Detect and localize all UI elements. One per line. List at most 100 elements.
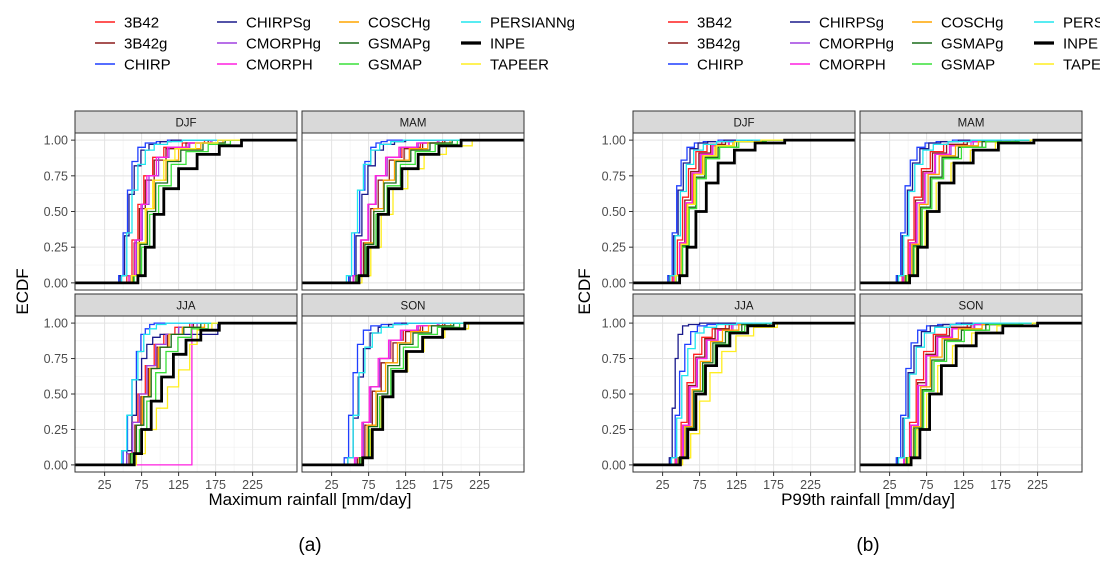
y-tick-label: 1.00 xyxy=(602,134,626,148)
series-line-inpe xyxy=(860,138,1082,285)
legend-item: CHIRPSg xyxy=(217,15,311,32)
x-tick-label: 25 xyxy=(883,478,897,492)
x-axis-title-b: P99th rainfall [mm/day] xyxy=(781,490,955,509)
y-tick-label: 0.75 xyxy=(44,352,68,366)
series-line-inpe xyxy=(633,321,855,467)
panel-mam: MAM xyxy=(301,110,525,291)
series-line-gsmapg xyxy=(633,322,855,466)
panel-mam: MAM xyxy=(859,110,1083,291)
legend-item: CMORPHg xyxy=(790,36,894,53)
series-line-gsmap xyxy=(302,322,524,466)
series-line-tapeer xyxy=(860,322,1082,466)
series-line-gsmapg xyxy=(302,139,524,284)
x-tick-label: 175 xyxy=(763,478,784,492)
legend-label: 3B42 xyxy=(124,15,159,32)
legend-label: TAPEER xyxy=(1063,57,1100,74)
y-tick-label: 1.00 xyxy=(44,134,68,148)
series-line-persianng xyxy=(75,322,297,466)
chart-a: 3B42 CHIRPSg COSCHg PERSIANNg 3B42g CMORPHg GS… xyxy=(13,15,575,557)
series-line-gsmap xyxy=(860,139,1082,284)
series-line-coschg xyxy=(860,139,1082,284)
y-tick-label: 0.00 xyxy=(602,276,626,290)
series-line-coschg xyxy=(633,322,855,466)
series-line-gsmap xyxy=(302,139,524,284)
legend-label: CMORPHg xyxy=(819,36,894,53)
x-tick-label: 125 xyxy=(726,478,747,492)
x-tick-label: 125 xyxy=(953,478,974,492)
series-line-persianng xyxy=(633,139,855,284)
series-line-tapeer xyxy=(75,139,297,284)
legend-item: COSCHg xyxy=(912,15,1004,32)
panel-strip-label: JJA xyxy=(734,301,754,313)
x-tick-label: 75 xyxy=(693,478,707,492)
caption-b: (b) xyxy=(856,535,879,556)
x-tick-label: 125 xyxy=(168,478,189,492)
series-line-inpe xyxy=(75,321,297,467)
y-tick-label: 0.25 xyxy=(602,241,626,255)
legend-item: CMORPHg xyxy=(217,36,321,53)
series-line-chirp xyxy=(75,139,297,284)
y-tick-label: 0.75 xyxy=(44,169,68,183)
legend-label: GSMAP xyxy=(368,57,422,74)
y-tick-label: 1.00 xyxy=(602,317,626,331)
y-tick-label: 0.50 xyxy=(602,205,626,219)
panel-djf: DJF 0.00 0.25 0.50 0.75 1.00 xyxy=(44,110,298,291)
legend-label: CHIRPSg xyxy=(819,15,884,32)
legend-item: INPE xyxy=(1034,36,1098,53)
panel-strip-label: MAM xyxy=(958,118,985,130)
series-line-cmorph xyxy=(302,139,524,284)
x-tick-label: 175 xyxy=(990,478,1011,492)
legend-item: CMORPH xyxy=(217,57,313,74)
series-line-cmorph xyxy=(302,322,524,466)
series-line-chirpsg xyxy=(633,322,855,466)
panel-strip-label: JJA xyxy=(176,301,196,313)
chart-b: 3B42 CHIRPSg COSCHg PERSIANNg 3B42g CMORPHg GS… xyxy=(575,15,1100,557)
panel-strip-label: SON xyxy=(401,301,426,313)
series-line-gsmapg xyxy=(860,139,1082,284)
y-tick-label: 0.25 xyxy=(602,423,626,437)
x-tick-label: 175 xyxy=(432,478,453,492)
y-tick-label: 0.50 xyxy=(44,388,68,402)
legend-item: 3B42g xyxy=(95,36,167,53)
y-tick-label: 0.00 xyxy=(44,276,68,290)
series-line-persianng xyxy=(633,322,855,466)
panel-border xyxy=(859,315,1083,473)
series-line-chirpsg xyxy=(633,139,855,284)
series-line-gsmapg xyxy=(860,322,1082,466)
legend-label: CHIRPSg xyxy=(246,15,311,32)
y-tick-label: 0.25 xyxy=(44,241,68,255)
legend-label: COSCHg xyxy=(368,15,431,32)
series-line-chirpsg xyxy=(860,139,1082,284)
legend-label: GSMAPg xyxy=(368,36,431,53)
legend-label: CMORPH xyxy=(246,57,313,74)
legend-item: PERSIANNg xyxy=(461,15,575,32)
series-line-chirpsg xyxy=(75,139,297,284)
legend-item: TAPEER xyxy=(1034,57,1100,74)
series-line-inpe xyxy=(633,138,855,285)
legend-item: CHIRP xyxy=(668,57,744,74)
legend-item: 3B42 xyxy=(668,15,732,32)
x-tick-label: 175 xyxy=(205,478,226,492)
panel-border xyxy=(859,132,1083,291)
legend-label: GSMAP xyxy=(941,57,995,74)
legend-label: 3B42g xyxy=(124,36,167,53)
series-line-inpe xyxy=(302,138,524,285)
legend-label: GSMAPg xyxy=(941,36,1004,53)
legend-label: CHIRP xyxy=(697,57,744,74)
x-tick-label: 225 xyxy=(1027,478,1048,492)
series-line-inpe xyxy=(75,138,297,285)
series-line-cmorphg xyxy=(75,322,297,466)
panels-b: DJF 0.00 0.25 0.50 0.75 1.00 MAM JJA 0.00 0.25 0.5… xyxy=(602,110,1083,492)
panel-jja: JJA 0.00 0.25 0.50 0.75 1.00 25 75 125 175 225 xyxy=(44,293,298,492)
series-line-tapeer xyxy=(633,139,855,284)
series-line-persianng xyxy=(860,322,1082,466)
series-line-inpe xyxy=(860,321,1082,467)
legend-item: GSMAPg xyxy=(339,36,431,53)
legend-b: 3B42 CHIRPSg COSCHg PERSIANNg 3B42g CMORPHg GS… xyxy=(668,15,1100,74)
series-line-chirp xyxy=(860,322,1082,466)
legend-label: COSCHg xyxy=(941,15,1004,32)
y-tick-label: 0.50 xyxy=(44,205,68,219)
series-line-gsmapg xyxy=(302,322,524,466)
panel-strip-label: SON xyxy=(959,301,984,313)
